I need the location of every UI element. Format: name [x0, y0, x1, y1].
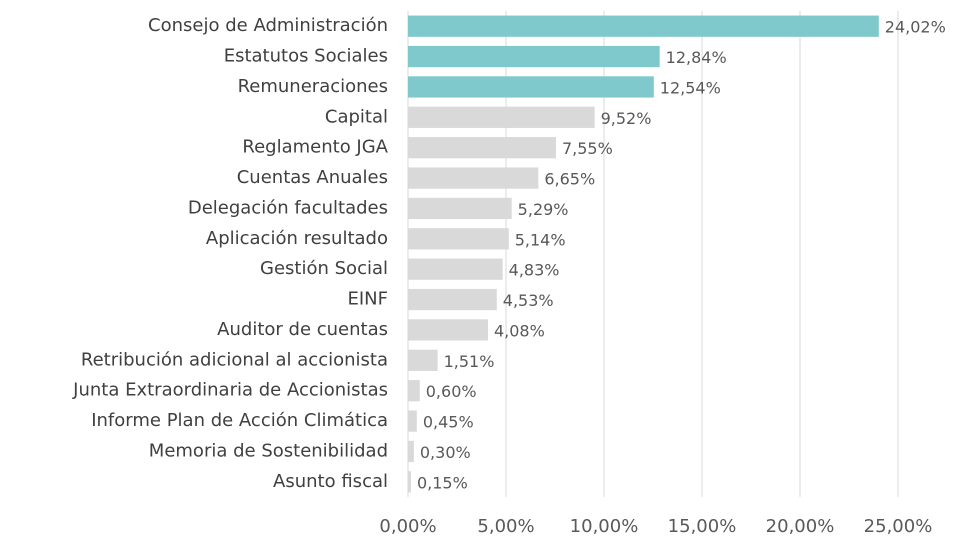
category-label: Retribución adicional al accionista [81, 349, 388, 370]
value-label: 1,51% [444, 352, 495, 371]
bar [408, 410, 417, 432]
category-label: Auditor de cuentas [217, 319, 388, 340]
category-label: Memoria de Sostenibilidad [149, 440, 388, 461]
x-tick-label: 0,00% [379, 516, 436, 537]
value-label: 4,08% [494, 321, 545, 340]
bar [408, 319, 488, 341]
value-label: 4,53% [503, 291, 554, 310]
x-tick-label: 15,00% [668, 516, 737, 537]
value-label: 0,45% [423, 413, 474, 432]
bar [408, 288, 497, 311]
value-label: 5,14% [515, 230, 566, 249]
value-label: 7,55% [562, 139, 613, 158]
category-label: Remuneraciones [238, 76, 388, 97]
category-label: Reglamento JGA [242, 137, 388, 158]
bar [408, 380, 420, 402]
bar [408, 167, 539, 189]
x-tick-label: 5,00% [477, 516, 534, 537]
value-label: 0,60% [426, 382, 477, 401]
bar [408, 45, 660, 68]
category-label: Informe Plan de Acción Climática [91, 410, 388, 431]
value-label: 12,54% [660, 78, 721, 97]
bar [408, 76, 654, 98]
bar [408, 228, 509, 250]
value-label: 0,30% [420, 443, 471, 462]
category-label: Aplicación resultado [206, 228, 388, 249]
category-label: Cuentas Anuales [237, 167, 388, 188]
bar [408, 106, 595, 128]
x-tick-label: 10,00% [570, 516, 639, 537]
bar [408, 137, 556, 159]
value-label: 9,52% [601, 109, 652, 128]
category-label: Consejo de Administración [148, 15, 388, 36]
category-label: Capital [325, 106, 388, 127]
category-label: Junta Extraordinaria de Accionistas [72, 380, 388, 401]
category-label: EINF [348, 289, 389, 310]
category-label: Estatutos Sociales [224, 46, 388, 67]
bar [408, 258, 503, 280]
value-label: 5,29% [518, 200, 569, 219]
x-tick-label: 25,00% [864, 516, 933, 537]
bar [408, 197, 512, 220]
bar [408, 15, 879, 37]
value-label: 24,02% [885, 18, 946, 37]
value-label: 12,84% [666, 48, 727, 67]
x-tick-label: 20,00% [766, 516, 835, 537]
bar [408, 440, 414, 463]
bar [408, 349, 438, 371]
category-label: Gestión Social [260, 258, 388, 279]
category-label: Delegación facultades [188, 197, 388, 218]
value-label: 0,15% [417, 473, 468, 492]
value-label: 4,83% [509, 261, 560, 280]
category-label: Asunto fiscal [273, 471, 388, 492]
value-label: 6,65% [544, 170, 595, 189]
bar [408, 471, 411, 493]
